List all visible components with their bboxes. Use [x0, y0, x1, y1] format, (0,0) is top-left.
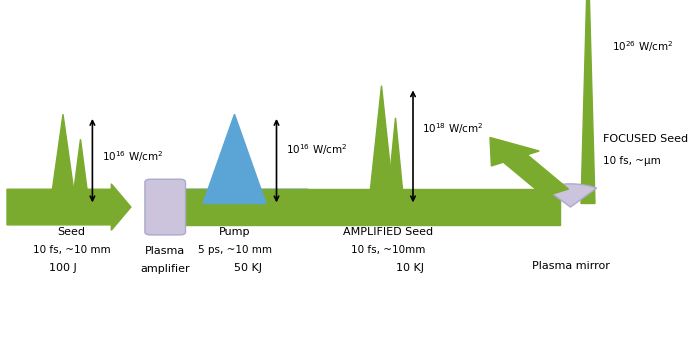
Text: 10 fs, ~10mm: 10 fs, ~10mm — [351, 245, 426, 255]
Text: $10^{18}$ W/cm$^2$: $10^{18}$ W/cm$^2$ — [422, 121, 484, 136]
Polygon shape — [203, 114, 266, 203]
Polygon shape — [50, 114, 76, 203]
Text: $10^{26}$ W/cm$^2$: $10^{26}$ W/cm$^2$ — [612, 39, 674, 54]
Text: $10^{16}$ W/cm$^2$: $10^{16}$ W/cm$^2$ — [286, 142, 347, 157]
Wedge shape — [545, 184, 596, 207]
Text: Pump: Pump — [218, 227, 251, 237]
Text: 5 ps, ~10 mm: 5 ps, ~10 mm — [197, 245, 272, 255]
Text: Plasma mirror: Plasma mirror — [531, 261, 610, 271]
FancyBboxPatch shape — [145, 179, 186, 235]
Text: amplifier: amplifier — [141, 264, 190, 274]
Text: AMPLIFIED Seed: AMPLIFIED Seed — [344, 227, 433, 237]
Polygon shape — [72, 139, 89, 203]
Text: Seed: Seed — [57, 227, 85, 237]
Text: 10 fs, ~μm: 10 fs, ~μm — [603, 156, 661, 166]
Text: 50 KJ: 50 KJ — [234, 263, 262, 273]
FancyArrow shape — [161, 184, 308, 230]
Text: 10 KJ: 10 KJ — [395, 263, 423, 273]
Text: 10 fs, ~10 mm: 10 fs, ~10 mm — [33, 245, 110, 255]
Polygon shape — [581, 0, 595, 203]
Polygon shape — [490, 137, 568, 196]
Text: Plasma: Plasma — [145, 246, 186, 256]
Polygon shape — [387, 118, 404, 203]
Text: FOCUSED Seed: FOCUSED Seed — [603, 134, 689, 144]
Text: 100 J: 100 J — [49, 263, 77, 273]
FancyArrow shape — [178, 189, 560, 225]
Text: $10^{16}$ W/cm$^2$: $10^{16}$ W/cm$^2$ — [102, 150, 163, 165]
Polygon shape — [369, 86, 394, 203]
FancyArrow shape — [7, 184, 131, 230]
